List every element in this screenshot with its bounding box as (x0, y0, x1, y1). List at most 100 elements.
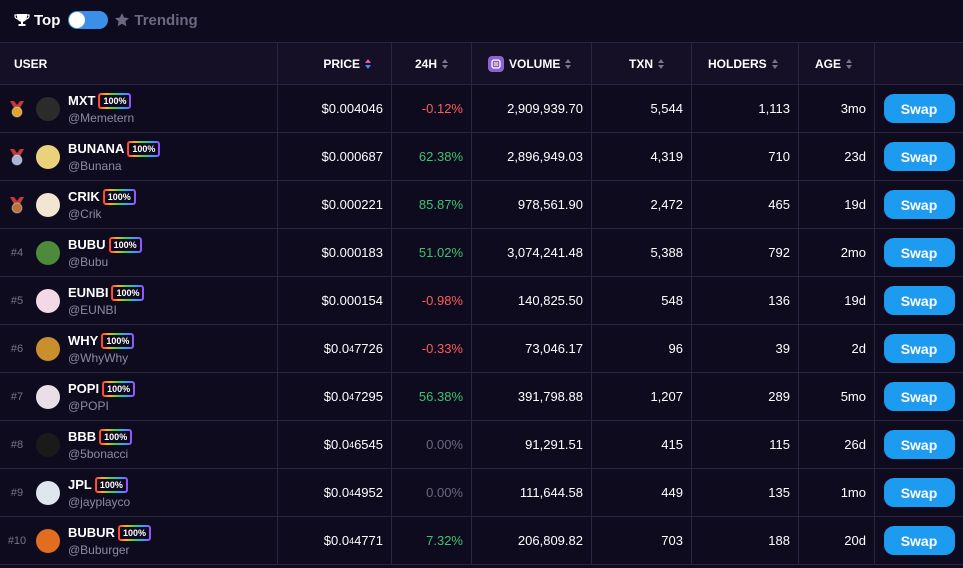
age-cell: 1mo (799, 469, 875, 516)
name-line: JPL 100% (68, 477, 130, 493)
user-cell[interactable]: CRIK 100% @Crik (0, 181, 278, 228)
sort-icon (771, 58, 778, 69)
price-digits: 4771 (354, 533, 383, 548)
percent-badge: 100% (95, 477, 128, 493)
volume-cell: 73,046.17 (472, 325, 592, 372)
token-name: CRIK (68, 189, 100, 204)
toggle-knob (69, 12, 86, 28)
trophy-icon (14, 14, 30, 26)
col-age-label: AGE (815, 56, 842, 71)
avatar (36, 528, 60, 553)
txn-cell: 415 (592, 421, 692, 468)
col-24h[interactable]: 24H (392, 43, 472, 84)
user-names: WHY 100% @WhyWhy (68, 333, 134, 365)
swap-button[interactable]: Swap (883, 190, 955, 219)
price-cell: $0.000183 (278, 229, 392, 276)
user-cell[interactable]: MXT 100% @Memetern (0, 85, 278, 132)
age-cell: 19d (799, 277, 875, 324)
table-row: #9 JPL 100% @jayplayco $0.0 4 4952 0.00% 111,644… (0, 469, 963, 517)
tab-top[interactable]: Top (14, 12, 60, 29)
user-names: EUNBI 100% @EUNBI (68, 285, 144, 317)
volume-cell: 140,825.50 (472, 277, 592, 324)
col-age[interactable]: AGE (799, 43, 875, 84)
swap-button[interactable]: Swap (883, 238, 955, 267)
txn-cell: 5,544 (592, 85, 692, 132)
price-cell: $0.0 4 7295 (278, 373, 392, 420)
col-txn-label: TXN (629, 56, 653, 71)
user-cell[interactable]: #4 BUBU 100% @Bubu (0, 229, 278, 276)
price-digits: 7726 (354, 341, 383, 356)
user-cell[interactable]: #6 WHY 100% @WhyWhy (0, 325, 278, 372)
col-volume[interactable]: VOLUME (472, 43, 592, 84)
age-cell: 26d (799, 421, 875, 468)
medal-icon (6, 148, 28, 166)
tab-trending[interactable]: Trending (114, 12, 198, 29)
avatar (36, 96, 60, 121)
token-table: USER PRICE 24H VOLUME TXN HOLDERS AGE MX… (0, 42, 963, 565)
user-cell[interactable]: #8 BBB 100% @5bonacci (0, 421, 278, 468)
change-cell: -0.98% (392, 277, 472, 324)
change-cell: 7.32% (392, 517, 472, 564)
swap-cell: Swap (875, 229, 963, 276)
txn-cell: 2,472 (592, 181, 692, 228)
tab-top-label: Top (34, 11, 61, 29)
avatar (36, 480, 60, 505)
avatar (36, 144, 60, 169)
col-holders[interactable]: HOLDERS (692, 43, 799, 84)
swap-button[interactable]: Swap (883, 526, 955, 555)
col-price[interactable]: PRICE (278, 43, 392, 84)
swap-cell: Swap (875, 517, 963, 564)
avatar (36, 192, 60, 217)
token-name: BUNANA (68, 141, 125, 156)
name-line: WHY 100% (68, 333, 134, 349)
top-trending-toggle[interactable] (68, 11, 109, 29)
col-swap (875, 43, 963, 84)
user-names: BUBU 100% @Bubu (68, 237, 142, 269)
col-txn[interactable]: TXN (592, 43, 692, 84)
swap-button[interactable]: Swap (883, 286, 955, 315)
swap-cell: Swap (875, 181, 963, 228)
age-cell: 2mo (799, 229, 875, 276)
change-cell: 0.00% (392, 469, 472, 516)
name-line: BUNANA 100% (68, 141, 160, 157)
user-handle: @EUNBI (68, 302, 117, 317)
token-name: MXT (68, 93, 96, 108)
holders-cell: 710 (692, 133, 799, 180)
avatar (36, 240, 60, 265)
table-row: #5 EUNBI 100% @EUNBI $0.000154 -0.98% 140,825.… (0, 277, 963, 325)
table-row: BUNANA 100% @Bunana $0.000687 62.38% 2,896,94… (0, 133, 963, 181)
price-cell: $0.0 4 6545 (278, 421, 392, 468)
name-line: BUBUR 100% (68, 525, 151, 541)
user-cell[interactable]: BUNANA 100% @Bunana (0, 133, 278, 180)
user-names: BBB 100% @5bonacci (68, 429, 132, 461)
user-handle: @Bunana (68, 158, 122, 173)
table-body: MXT 100% @Memetern $0.004046 -0.12% 2,909,939… (0, 85, 963, 565)
user-names: JPL 100% @jayplayco (68, 477, 130, 509)
swap-cell: Swap (875, 133, 963, 180)
user-cell[interactable]: #9 JPL 100% @jayplayco (0, 469, 278, 516)
user-cell[interactable]: #10 BUBUR 100% @Buburger (0, 517, 278, 564)
swap-cell: Swap (875, 85, 963, 132)
swap-button[interactable]: Swap (883, 142, 955, 171)
price-cell: $0.0 4 7726 (278, 325, 392, 372)
table-row: #6 WHY 100% @WhyWhy $0.0 4 7726 -0.33% 73,046.17… (0, 325, 963, 373)
user-handle: @POPI (68, 398, 109, 413)
price-zero-count: 4 (349, 487, 355, 498)
percent-badge: 100% (99, 429, 132, 445)
table-row: CRIK 100% @Crik $0.000221 85.87% 978,561.90 2,… (0, 181, 963, 229)
age-cell: 3mo (799, 85, 875, 132)
swap-button[interactable]: Swap (883, 334, 955, 363)
txn-cell: 96 (592, 325, 692, 372)
user-cell[interactable]: #5 EUNBI 100% @EUNBI (0, 277, 278, 324)
swap-button[interactable]: Swap (883, 94, 955, 123)
user-cell[interactable]: #7 POPI 100% @POPI (0, 373, 278, 420)
swap-button[interactable]: Swap (883, 382, 955, 411)
swap-button[interactable]: Swap (883, 430, 955, 459)
txn-cell: 4,319 (592, 133, 692, 180)
table-row: #4 BUBU 100% @Bubu $0.000183 51.02% 3,074,241.… (0, 229, 963, 277)
swap-button[interactable]: Swap (883, 478, 955, 507)
user-names: BUBUR 100% @Buburger (68, 525, 151, 557)
price-prefix: $0.0 (323, 437, 350, 452)
price-digits: 7295 (354, 389, 383, 404)
holders-cell: 465 (692, 181, 799, 228)
